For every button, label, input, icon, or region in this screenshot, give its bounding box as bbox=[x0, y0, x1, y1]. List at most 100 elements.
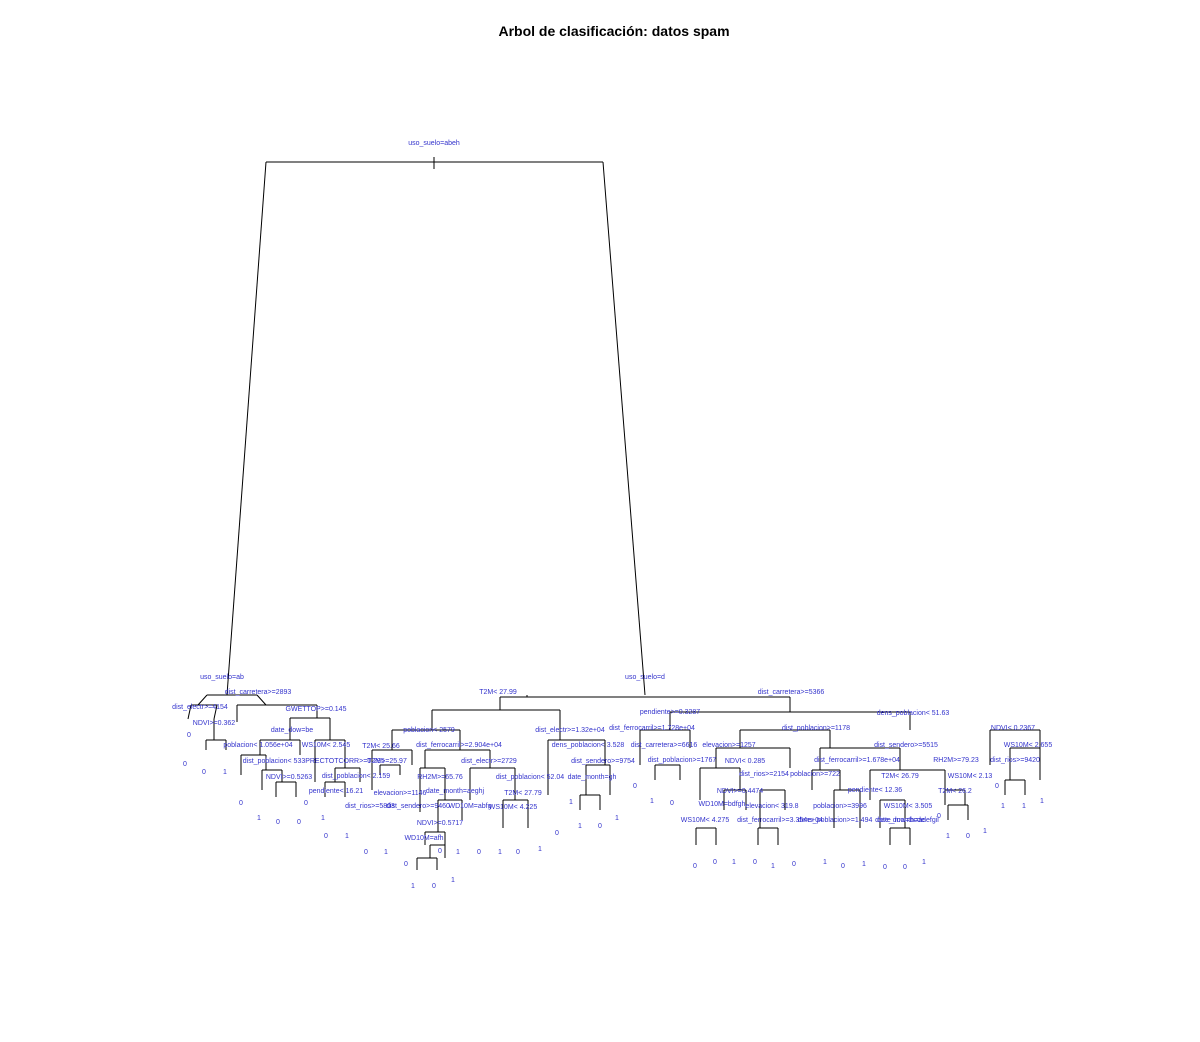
split-label: dist_electr>=4154 bbox=[172, 704, 228, 711]
split-label: NDVI>=0.4474 bbox=[717, 788, 763, 795]
leaf-class-label: 1 bbox=[578, 823, 582, 830]
leaf-class-label: 1 bbox=[650, 798, 654, 805]
split-label: dist_sendero>=5515 bbox=[874, 742, 938, 749]
split-label: WD10M=bdfgh bbox=[699, 801, 746, 808]
leaf-class-label: 0 bbox=[304, 800, 308, 807]
split-label: T2M< 25.66 bbox=[362, 743, 400, 750]
tree-edge bbox=[226, 161, 267, 696]
leaf-class-label: 0 bbox=[693, 863, 697, 870]
split-label: pendiente< 12.36 bbox=[848, 787, 902, 794]
split-label: T2M< 27.99 bbox=[479, 689, 517, 696]
leaf-class-label: 1 bbox=[223, 769, 227, 776]
split-label: dens_poblacion< 3.528 bbox=[552, 742, 625, 749]
split-label: WS10M< 4.225 bbox=[489, 804, 538, 811]
leaf-class-label: 0 bbox=[937, 813, 941, 820]
split-label: dist_electr>=2729 bbox=[461, 758, 517, 765]
leaf-class-label: 0 bbox=[239, 800, 243, 807]
split-label: dist_ferrocarril>=3.354e+04 bbox=[737, 817, 823, 824]
leaf-class-label: 0 bbox=[276, 819, 280, 826]
leaf-class-label: 1 bbox=[771, 863, 775, 870]
leaf-class-label: 1 bbox=[1040, 798, 1044, 805]
leaf-class-label: 1 bbox=[1001, 803, 1005, 810]
split-label: dist_ferrocarril>=1.678e+04 bbox=[814, 757, 900, 764]
leaf-class-label: 1 bbox=[569, 799, 573, 806]
split-label: poblacion< 2579 bbox=[403, 727, 455, 734]
leaf-class-label: 0 bbox=[883, 864, 887, 871]
split-label: dist_sendero>=9460 bbox=[386, 803, 450, 810]
leaf-class-label: 0 bbox=[670, 800, 674, 807]
split-label: dist_electr>=1.32e+04 bbox=[535, 727, 605, 734]
split-label: WD10M=abfg bbox=[449, 803, 492, 810]
split-label: elevacion>=1257 bbox=[702, 742, 755, 749]
leaf-class-label: 0 bbox=[995, 783, 999, 790]
leaf-class-label: 1 bbox=[411, 883, 415, 890]
leaf-class-label: 1 bbox=[321, 815, 325, 822]
leaf-class-label: 0 bbox=[966, 833, 970, 840]
split-label: dist_poblacion>=1178 bbox=[782, 725, 850, 732]
split-label: poblacion< 1.056e+04 bbox=[223, 742, 292, 749]
split-label: elevacion>=1146 bbox=[374, 790, 427, 797]
leaf-class-label: 0 bbox=[202, 769, 206, 776]
split-label: RH2M>=79.23 bbox=[933, 757, 979, 764]
leaf-class-label: 0 bbox=[183, 761, 187, 768]
leaf-class-label: 1 bbox=[983, 828, 987, 835]
leaf-class-label: 0 bbox=[792, 861, 796, 868]
split-label: dist_carretera>=2893 bbox=[225, 689, 292, 696]
leaf-class-label: 1 bbox=[922, 859, 926, 866]
split-label: NDVI>=0.5717 bbox=[417, 820, 463, 827]
leaf-class-label: 1 bbox=[456, 849, 460, 856]
split-label: T2M< 26.79 bbox=[881, 773, 919, 780]
split-label: dist_poblacion>=1767 bbox=[648, 757, 717, 764]
leaf-class-label: 0 bbox=[903, 864, 907, 871]
leaf-class-label: 0 bbox=[364, 849, 368, 856]
leaf-class-label: 1 bbox=[732, 859, 736, 866]
split-label: dist_carretera>=5366 bbox=[758, 689, 825, 696]
split-label: NDVI< 0.2367 bbox=[991, 725, 1035, 732]
split-label: date_dow=be bbox=[271, 727, 313, 734]
leaf-class-label: 1 bbox=[384, 849, 388, 856]
leaf-class-label: 0 bbox=[555, 830, 559, 837]
leaf-class-label: 0 bbox=[633, 783, 637, 790]
tree-edge bbox=[187, 704, 192, 720]
leaf-class-label: 1 bbox=[451, 877, 455, 884]
split-label: dist_carretera>=6616 bbox=[631, 742, 698, 749]
leaf-class-label: 0 bbox=[404, 861, 408, 868]
leaf-class-label: 1 bbox=[862, 861, 866, 868]
split-label: T2M< 26.2 bbox=[938, 788, 972, 795]
split-label: poblacion>=3996 bbox=[813, 803, 867, 810]
split-label: dist_sendero>=9754 bbox=[571, 758, 635, 765]
split-label: WD10M=afh bbox=[404, 835, 443, 842]
split-label: elevacion< 319.8 bbox=[745, 803, 798, 810]
leaf-class-label: 0 bbox=[713, 859, 717, 866]
leaf-class-label: 0 bbox=[432, 883, 436, 890]
leaf-class-label: 1 bbox=[615, 815, 619, 822]
leaf-class-label: 0 bbox=[297, 819, 301, 826]
split-label: WS10M< 2.655 bbox=[1004, 742, 1053, 749]
split-label: dist_poblacion< 533 bbox=[243, 758, 306, 765]
split-label: date_month=gh bbox=[568, 774, 617, 781]
split-label: WS10M< 2.13 bbox=[948, 773, 993, 780]
split-label: GWETTOP>=0.145 bbox=[286, 706, 347, 713]
tree-labels: uso_suelo=abeh uso_suelo=ab uso_suelo=ddis… bbox=[172, 140, 1052, 890]
split-label: date_dow=bcde bbox=[875, 817, 925, 824]
leaf-class-label: 1 bbox=[823, 859, 827, 866]
leaf-class-label: 1 bbox=[257, 815, 261, 822]
split-label: NDVI>=0.5263 bbox=[266, 774, 312, 781]
split-label: T2M< 27.79 bbox=[504, 790, 542, 797]
split-label: date_month=adefgil bbox=[877, 817, 939, 824]
split-label: date_month=aeghj bbox=[426, 788, 485, 795]
split-label: dist_poblacion< 52.04 bbox=[496, 774, 564, 781]
leaf-class-label: 0 bbox=[187, 732, 191, 739]
split-label: WS10M< 4.275 bbox=[681, 817, 730, 824]
tree-edge bbox=[197, 694, 208, 706]
split-label: WS10M< 2.545 bbox=[302, 742, 351, 749]
split-label: dist_poblacion< 2.159 bbox=[322, 773, 390, 780]
leaf-class-label: 0 bbox=[438, 848, 442, 855]
split-label: dens_poblacion>=1.494 bbox=[798, 817, 873, 824]
leaf-class-label: 0 bbox=[841, 863, 845, 870]
split-label: dist_rios>=2154 bbox=[739, 771, 789, 778]
split-label: dist_rios>=5803 bbox=[345, 803, 395, 810]
plot-title: Arbol de clasificación: datos spam bbox=[498, 23, 729, 39]
